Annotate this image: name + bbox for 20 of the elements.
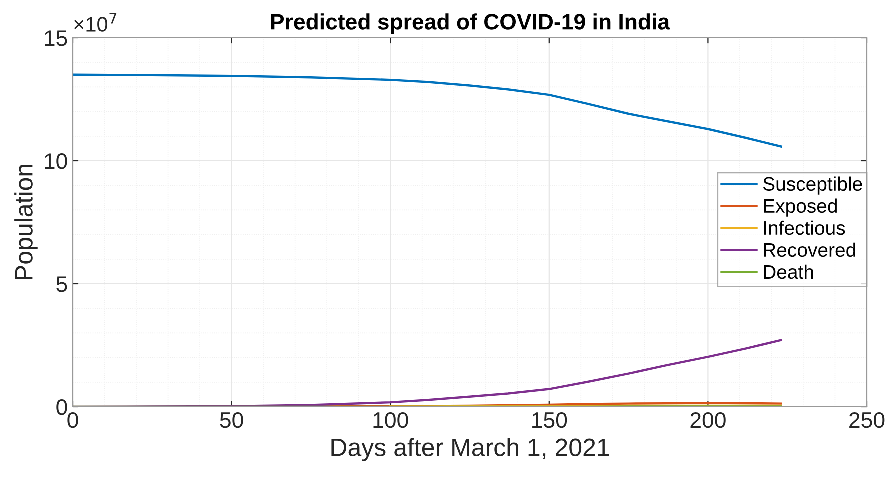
x-tick-label: 200: [690, 412, 726, 428]
y-tick-label: 15: [45, 30, 68, 46]
y-tick-label: 5: [56, 276, 68, 292]
legend-label: Infectious: [764, 220, 846, 236]
x-tick-label: 100: [374, 412, 408, 428]
line-series: [73, 74, 782, 148]
legend-label: Exposed: [764, 198, 838, 217]
legend-label: Susceptible: [763, 176, 862, 195]
x-tick-label: 50: [220, 412, 244, 428]
x-axis-title: Days after March 1, 2021: [332, 438, 610, 462]
x-tick-label: 250: [850, 412, 885, 428]
text: ×10$^{7}$: [74, 13, 117, 32]
x-tick-label: 150: [532, 412, 568, 428]
x-tick-label: 0: [68, 412, 78, 428]
legend-label: Recovered: [764, 242, 856, 258]
legend-label: Death: [764, 264, 814, 280]
y-tick-label: 0: [56, 400, 68, 416]
y-axis-title: Population: [14, 165, 38, 280]
chart-title: Predicted spread of COVID-19 in India: [271, 14, 670, 34]
y-tick-label: 10: [45, 154, 68, 170]
